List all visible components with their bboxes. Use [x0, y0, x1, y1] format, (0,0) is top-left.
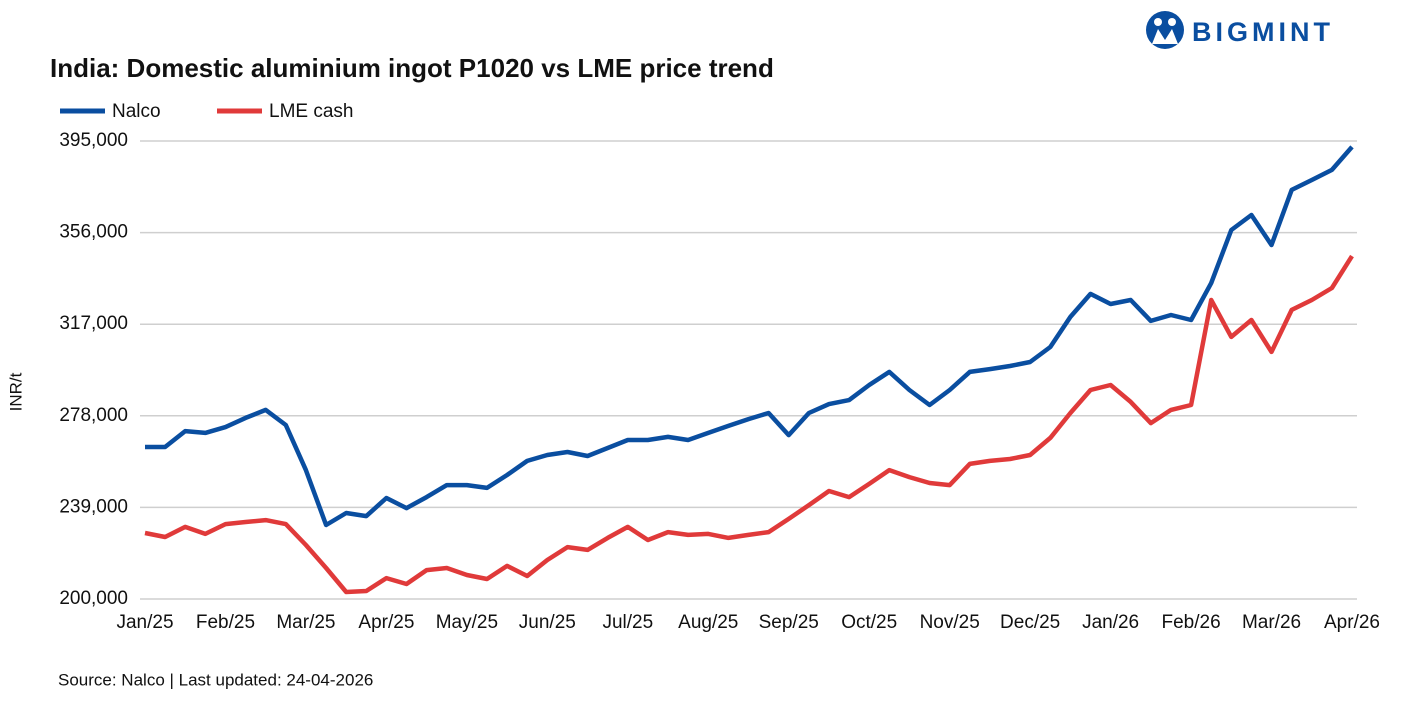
- x-tick-label: Feb/25: [196, 612, 255, 633]
- x-tick-label: May/25: [436, 612, 498, 633]
- logo-icon: [1152, 29, 1178, 44]
- logo-icon: [1154, 18, 1162, 26]
- y-tick-label: 356,000: [59, 222, 128, 243]
- x-tick-label: Mar/26: [1242, 612, 1301, 633]
- series-line: [144, 254, 1354, 595]
- logo-icon: [1168, 18, 1176, 26]
- x-tick-label: Apr/26: [1324, 612, 1380, 633]
- x-tick-label: Jul/25: [602, 612, 653, 633]
- logo-text: BIGMINT: [1192, 17, 1334, 47]
- x-tick-label: Nov/25: [920, 612, 980, 633]
- x-tick-label: Dec/25: [1000, 612, 1060, 633]
- x-tick-label: Mar/25: [276, 612, 335, 633]
- x-tick-label: Feb/26: [1161, 612, 1220, 633]
- y-tick-label: 200,000: [59, 588, 128, 609]
- y-tick-label: 239,000: [59, 496, 128, 517]
- y-tick-label: 317,000: [59, 313, 128, 334]
- x-tick-label: Aug/25: [678, 612, 738, 633]
- x-tick-label: Jan/26: [1082, 612, 1139, 633]
- y-tick-label: 395,000: [59, 130, 128, 151]
- x-tick-label: Apr/25: [358, 612, 414, 633]
- y-axis-label: INR/t: [6, 372, 25, 411]
- legend-label: Nalco: [112, 101, 161, 122]
- x-tick-label: Jun/25: [519, 612, 576, 633]
- legend-label: LME cash: [269, 101, 353, 122]
- y-tick-label: 278,000: [59, 405, 128, 426]
- x-tick-label: Sep/25: [759, 612, 819, 633]
- chart-title: India: Domestic aluminium ingot P1020 vs…: [50, 53, 774, 83]
- series-line: [145, 145, 1354, 528]
- x-tick-label: Jan/25: [116, 612, 173, 633]
- x-tick-label: Oct/25: [841, 612, 897, 633]
- source: Source: Nalco | Last updated: 24-04-2026: [58, 670, 373, 689]
- logo: BIGMINT: [1146, 11, 1334, 49]
